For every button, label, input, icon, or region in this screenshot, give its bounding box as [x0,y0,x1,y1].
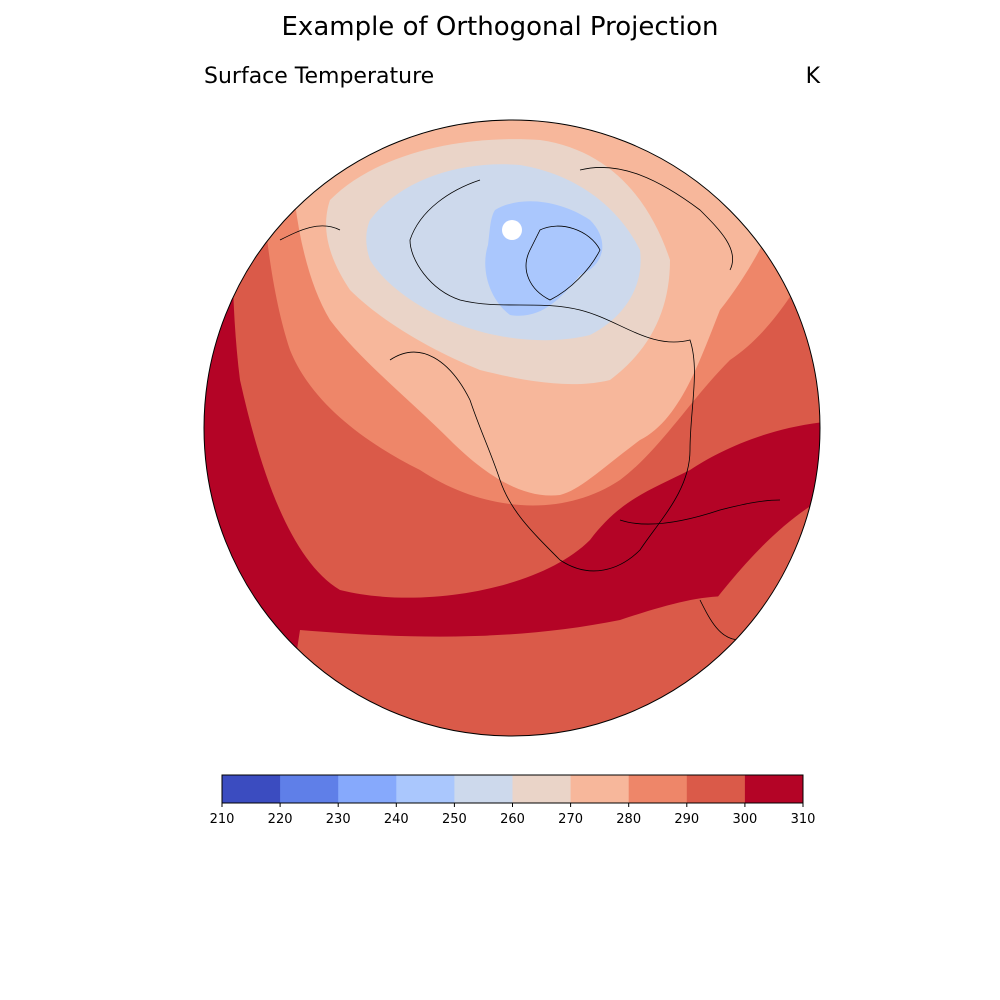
colorbar-tick-label: 270 [558,812,583,827]
coastline-south-america [699,599,741,641]
coastline-caribbean [619,499,781,525]
coastline-asia [279,225,341,241]
coastlines [279,167,781,641]
colorbar-block [222,775,281,803]
figure-title: Example of Orthogonal Projection [281,12,719,42]
colorbar-block [338,775,397,803]
colorbar-block [512,775,572,803]
pole-marker [502,220,522,240]
colorbar-block [570,775,630,803]
colorbar-tick-label: 250 [442,812,467,827]
colorbar-tick-label: 240 [384,812,409,827]
colorbar-tick-label: 230 [326,812,351,827]
coastline-europe [579,167,733,271]
colorbar-block [686,775,746,803]
colorbar-blocks [222,775,804,803]
colorbar-tick-label: 310 [791,812,816,827]
colorbar-tick-label: 210 [210,812,235,827]
band-290-300-southeast [700,500,820,640]
colorbar-block [454,775,513,803]
globe-map [203,119,821,737]
colorbar-tick-label: 290 [674,812,699,827]
colorbar-block [280,775,339,803]
colorbar-block [628,775,688,803]
colorbar-tick-label: 220 [268,812,293,827]
globe-outline [203,119,821,737]
coastline-greenland [525,225,601,301]
colorbar-tick-label: 260 [500,812,525,827]
coastline-north-america [389,179,695,572]
colorbar-tick-label: 300 [732,812,757,827]
colorbar-tick-label: 280 [616,812,641,827]
colorbar-ticks: 210 220 230 240 250 260 270 280 290 300 310 [210,803,816,827]
colorbar-block [744,775,804,803]
colorbar-frame [221,774,804,804]
units-label: K [805,64,820,89]
field-name-label: Surface Temperature [204,64,435,89]
colorbar-block [396,775,455,803]
